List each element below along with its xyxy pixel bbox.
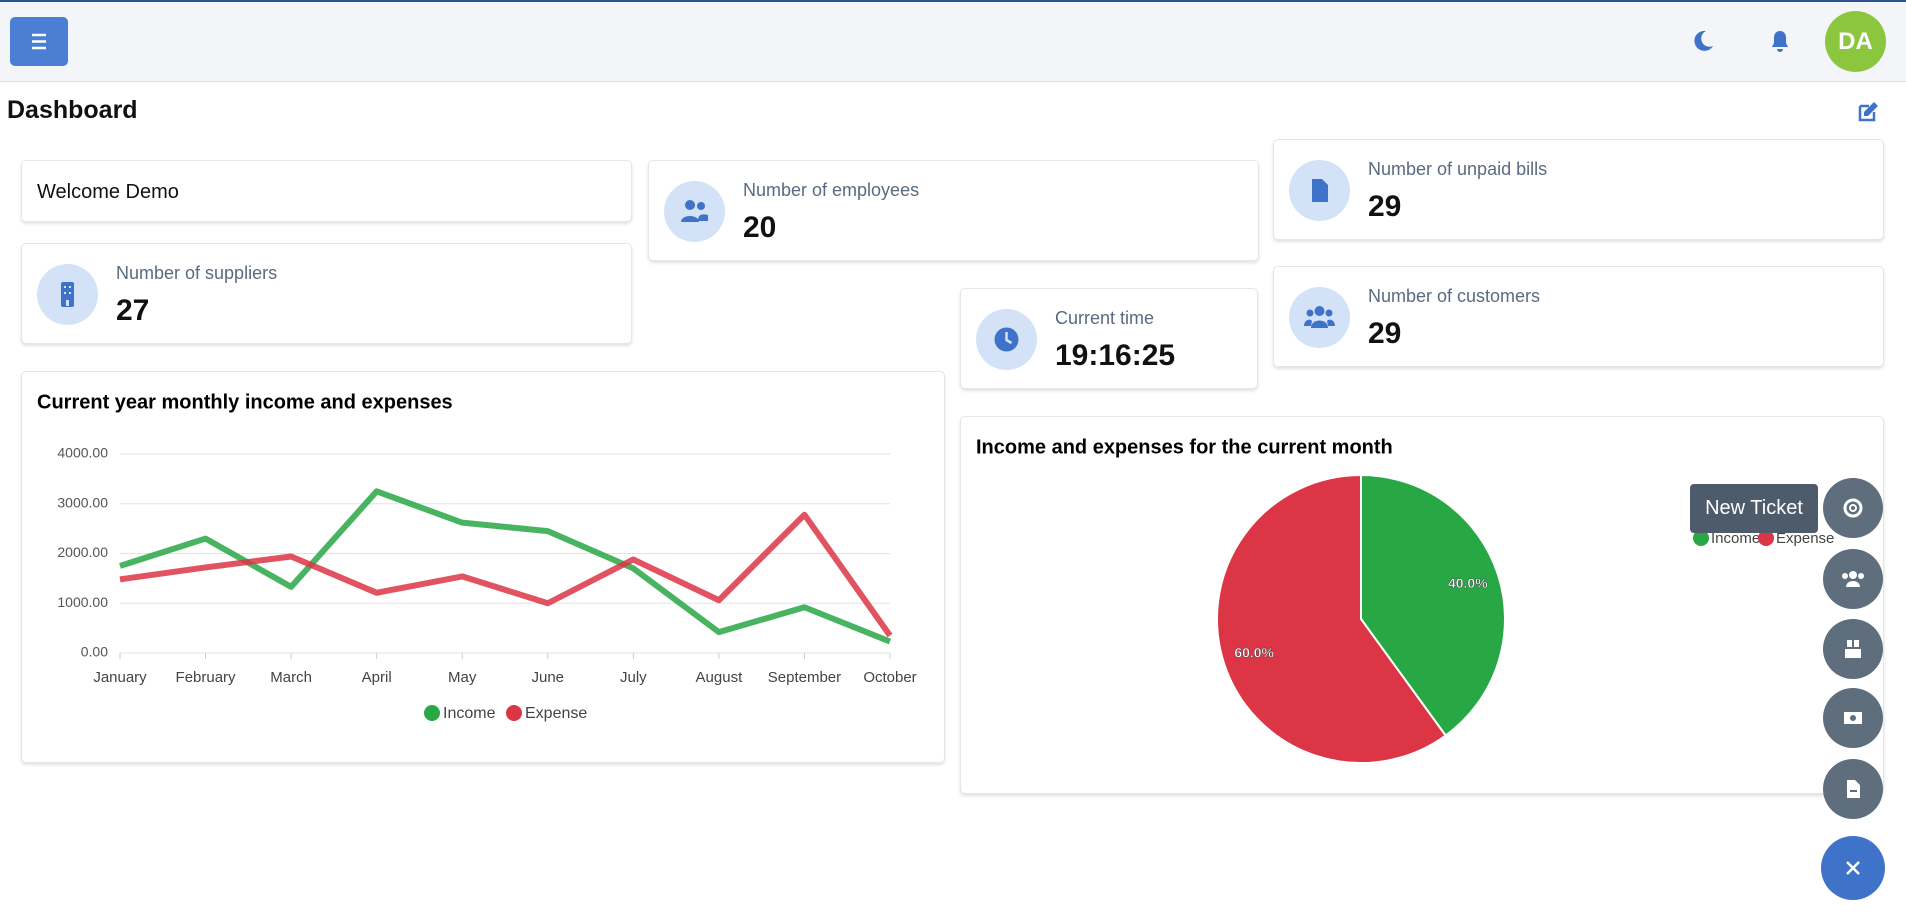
legend-marker [1693, 530, 1709, 546]
x-tick-label: September [768, 669, 841, 686]
pie-chart-card: Income and expenses for the current mont… [960, 416, 1884, 794]
x-tick-label: February [176, 669, 237, 686]
x-tick-label: January [93, 669, 147, 686]
legend-marker [1758, 530, 1774, 546]
icon [37, 264, 98, 325]
fab-products[interactable] [1823, 619, 1883, 679]
employees-card: Number of employees 20 [648, 160, 1259, 261]
customers-card: Number of customers 29 [1273, 266, 1884, 367]
x-tick-label: April [362, 669, 392, 686]
page-title: Dashboard [7, 96, 138, 124]
x-tick-label: May [448, 669, 477, 686]
unpaid-bills-card: Number of unpaid bills 29 [1273, 139, 1884, 240]
slice-label: 60.0% [1234, 644, 1274, 660]
pie-slice [1360, 473, 1506, 737]
line-chart-card: Current year monthly income and expenses… [21, 371, 945, 763]
welcome-card: Welcome Demo [21, 160, 632, 222]
widget-value: 29 [1368, 317, 1402, 350]
fab-payment[interactable] [1823, 688, 1883, 748]
notifications[interactable] [1768, 29, 1792, 55]
widget-value: 19:16:25 [1055, 339, 1176, 372]
menu-button[interactable] [10, 17, 68, 66]
pie-slice [1216, 473, 1448, 764]
widget-value: 27 [116, 294, 150, 327]
edit-button[interactable] [1856, 100, 1880, 124]
fab-invoice[interactable] [1823, 759, 1883, 819]
new-ticket-tooltip: New Ticket [1690, 484, 1818, 533]
series-line [119, 511, 893, 638]
widget-label: Number of unpaid bills [1368, 159, 1548, 179]
chart-title: Current year monthly income and expenses [37, 391, 453, 413]
x-tick-label: August [696, 669, 744, 686]
time-card: Current time 19:16:25 [960, 288, 1258, 389]
theme-toggle[interactable] [1690, 28, 1716, 54]
fab-ticket[interactable] [1823, 478, 1883, 538]
fab-close[interactable] [1821, 836, 1885, 900]
top-bar [0, 0, 1906, 82]
x-tick-label: June [532, 669, 565, 686]
legend-label: Expense [1776, 530, 1834, 547]
widget-label: Current time [1055, 308, 1155, 328]
suppliers-card: Number of suppliers 27 [21, 243, 632, 344]
chart-title: Income and expenses for the current mont… [976, 436, 1393, 458]
widget-label: Number of customers [1368, 286, 1541, 306]
y-tick-label: 4000.00 [57, 445, 108, 461]
pie-chart: Income and expenses for the current mont… [976, 436, 1834, 764]
widget-value: 29 [1368, 190, 1402, 223]
avatar[interactable]: DA [1825, 11, 1886, 72]
y-tick-label: 2000.00 [57, 544, 108, 560]
widget-value: 20 [743, 211, 777, 244]
widget-label: Number of suppliers [116, 263, 278, 283]
icon [664, 181, 725, 242]
icon [1289, 160, 1350, 221]
icon [976, 309, 1037, 370]
y-tick-label: 1000.00 [57, 594, 108, 610]
x-tick-label: March [270, 669, 312, 686]
legend-label: Expense [525, 705, 587, 722]
y-tick-label: 0.00 [81, 644, 108, 660]
menu-icon [32, 33, 46, 50]
x-tick-label: July [620, 669, 647, 686]
line-chart: Current year monthly income and expenses… [37, 391, 917, 722]
y-tick-label: 3000.00 [57, 494, 108, 510]
fab-customers[interactable] [1823, 549, 1883, 609]
legend-label: Income [1711, 530, 1760, 547]
legend-label: Income [443, 705, 496, 722]
welcome-text: Welcome Demo [37, 181, 179, 203]
legend-marker [424, 705, 440, 721]
slice-label: 40.0% [1448, 575, 1488, 591]
avatar-initials: DA [1838, 28, 1873, 55]
legend-marker [506, 705, 522, 721]
widget-label: Number of employees [743, 180, 920, 200]
icon [1289, 287, 1350, 348]
x-tick-label: October [863, 669, 916, 686]
